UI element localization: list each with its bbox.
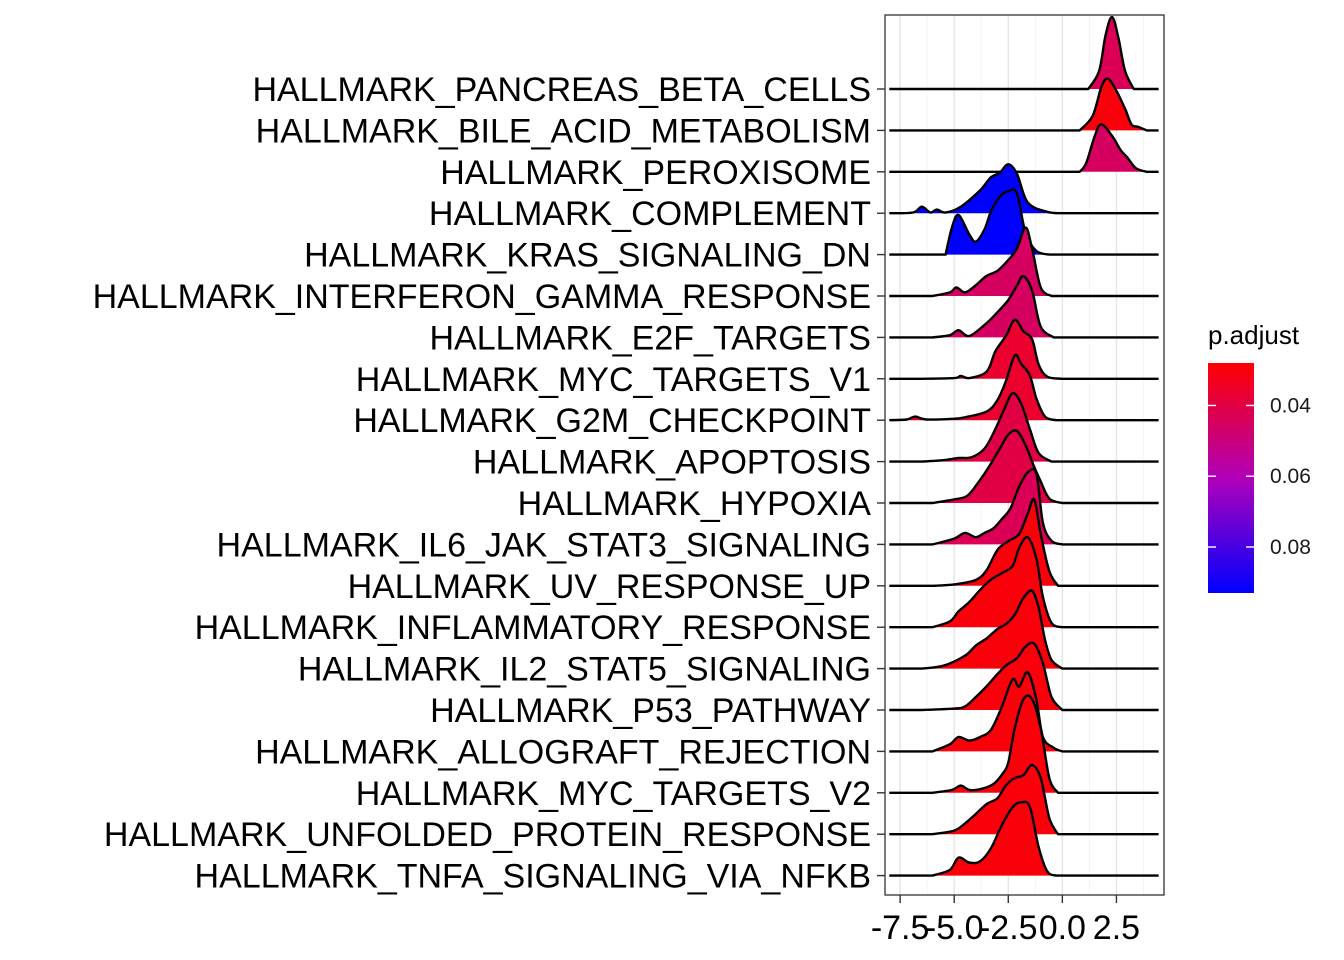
- panel-border: [884, 14, 1165, 896]
- legend-title: p.adjust: [1208, 320, 1300, 350]
- x-tick-label: 0.0: [1039, 909, 1086, 947]
- y-tick-label: HALLMARK_MYC_TARGETS_V2: [356, 775, 871, 813]
- y-tick-label: HALLMARK_KRAS_SIGNALING_DN: [304, 237, 871, 275]
- ridge-fill: [1079, 78, 1147, 131]
- ridge-hallmark-bile-acid-metabolism: [889, 77, 1159, 132]
- legend-ticks: 0.04 0.06 0.08: [1208, 394, 1311, 559]
- ridge-hallmark-tnfa-signaling-via-nfkb: [889, 800, 1159, 877]
- ridge-line: [889, 123, 1159, 173]
- y-tick-label: HALLMARK_G2M_CHECKPOINT: [353, 402, 871, 440]
- ridge-line: [889, 535, 1159, 629]
- y-tick-label: HALLMARK_IL2_STAT5_SIGNALING: [298, 651, 871, 689]
- ridge-line: [889, 497, 1159, 587]
- ridge-line: [889, 226, 1159, 298]
- y-tick-label: HALLMARK_BILE_ACID_METABOLISM: [256, 112, 871, 150]
- y-tick-label: HALLMARK_TNFA_SIGNALING_VIA_NFKB: [195, 858, 871, 896]
- legend-tick-label: 0.08: [1270, 536, 1311, 559]
- y-tick-label: HALLMARK_PEROXISOME: [440, 154, 871, 192]
- ridges: [889, 15, 1159, 877]
- ridge-line: [889, 763, 1159, 836]
- ridge-line: [889, 274, 1159, 339]
- y-tick-label: HALLMARK_P53_PATHWAY: [430, 692, 871, 730]
- y-tick-label: HALLMARK_UNFOLDED_PROTEIN_RESPONSE: [104, 816, 871, 854]
- legend-tick-label: 0.04: [1270, 394, 1311, 417]
- ridge-fill: [932, 801, 1056, 876]
- ridge-fill: [932, 695, 1058, 793]
- ridge-line: [889, 641, 1159, 712]
- x-tick-label: 2.5: [1093, 909, 1140, 947]
- ridge-line: [889, 163, 1159, 215]
- y-tick-label: HALLMARK_IL6_JAK_STAT3_SIGNALING: [217, 526, 871, 564]
- y-tick-label: HALLMARK_ALLOGRAFT_REJECTION: [255, 733, 871, 771]
- legend-tick-label: 0.06: [1270, 465, 1311, 488]
- ridge-hallmark-myc-targets-v2: [889, 694, 1159, 794]
- y-axis: HALLMARK_PANCREAS_BETA_CELLSHALLMARK_BIL…: [93, 71, 885, 896]
- y-tick-label: HALLMARK_HYPOXIA: [518, 485, 872, 523]
- ridge-line: [889, 318, 1159, 380]
- ridge-fill: [1079, 124, 1147, 172]
- y-tick-label: HALLMARK_PANCREAS_BETA_CELLS: [252, 71, 871, 109]
- x-tick-label: -5.0: [925, 909, 984, 947]
- ridge-line: [889, 467, 1159, 546]
- ridge-line: [889, 589, 1159, 670]
- y-tick-label: HALLMARK_E2F_TARGETS: [429, 319, 871, 357]
- x-tick-label: -7.5: [871, 909, 930, 947]
- ridge-hallmark-e2f-targets: [889, 274, 1159, 339]
- ridge-hallmark-pancreas-beta-cells: [889, 15, 1159, 91]
- x-axis: -7.5-5.0-2.5 0.0 2.5: [871, 895, 1140, 947]
- y-tick-label: HALLMARK_COMPLEMENT: [429, 195, 871, 233]
- y-tick-label: HALLMARK_INTERFERON_GAMMA_RESPONSE: [93, 278, 871, 316]
- legend-colorbar: [1208, 363, 1254, 593]
- x-tick-label: -2.5: [979, 909, 1038, 947]
- ridge-line: [889, 800, 1159, 877]
- ridge-line: [889, 694, 1159, 794]
- ridge-hallmark-peroxisome: [889, 123, 1159, 173]
- ridge-line: [889, 15, 1159, 91]
- ridge-line: [889, 391, 1159, 463]
- legend: p.adjust 0.04 0.06 0.08: [1208, 320, 1311, 593]
- y-tick-label: HALLMARK_UV_RESPONSE_UP: [348, 568, 871, 606]
- ridge-line: [889, 77, 1159, 132]
- ridge-line: [889, 353, 1159, 422]
- y-tick-label: HALLMARK_INFLAMMATORY_RESPONSE: [195, 609, 871, 647]
- ridge-line: [889, 429, 1159, 505]
- ridge-hallmark-myc-targets-v1: [889, 318, 1159, 380]
- y-tick-label: HALLMARK_MYC_TARGETS_V1: [356, 361, 871, 399]
- ridge-fill: [932, 276, 1054, 338]
- y-tick-label: HALLMARK_APOPTOSIS: [473, 444, 871, 482]
